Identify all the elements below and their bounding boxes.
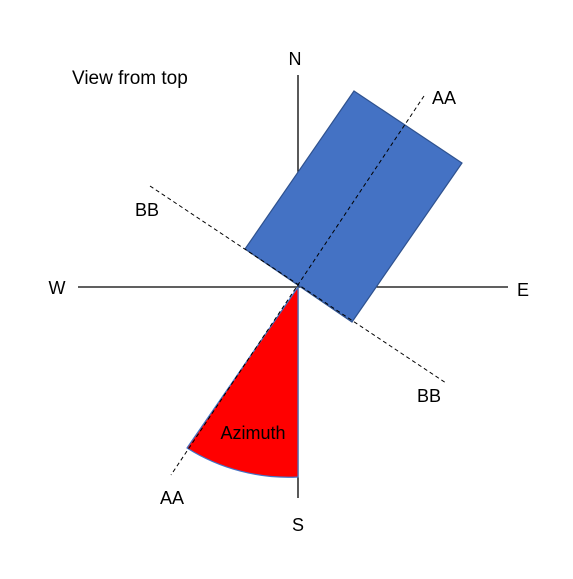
axis-aa-top-label: AA <box>432 88 456 108</box>
solar-panel-rectangle <box>244 90 463 323</box>
compass-east-label: E <box>517 280 529 300</box>
azimuth-label: Azimuth <box>220 423 285 443</box>
compass-north-label: N <box>289 49 302 69</box>
compass-south-label: S <box>292 515 304 535</box>
azimuth-sector <box>186 286 299 478</box>
axis-bb-left-label: BB <box>135 200 159 220</box>
axis-aa-line <box>170 95 425 476</box>
axis-aa-bottom-label: AA <box>160 488 184 508</box>
axis-bb-right-label: BB <box>417 386 441 406</box>
axis-bb-line <box>149 185 447 384</box>
diagram-title: View from top <box>72 68 188 89</box>
compass-west-label: W <box>49 278 66 298</box>
